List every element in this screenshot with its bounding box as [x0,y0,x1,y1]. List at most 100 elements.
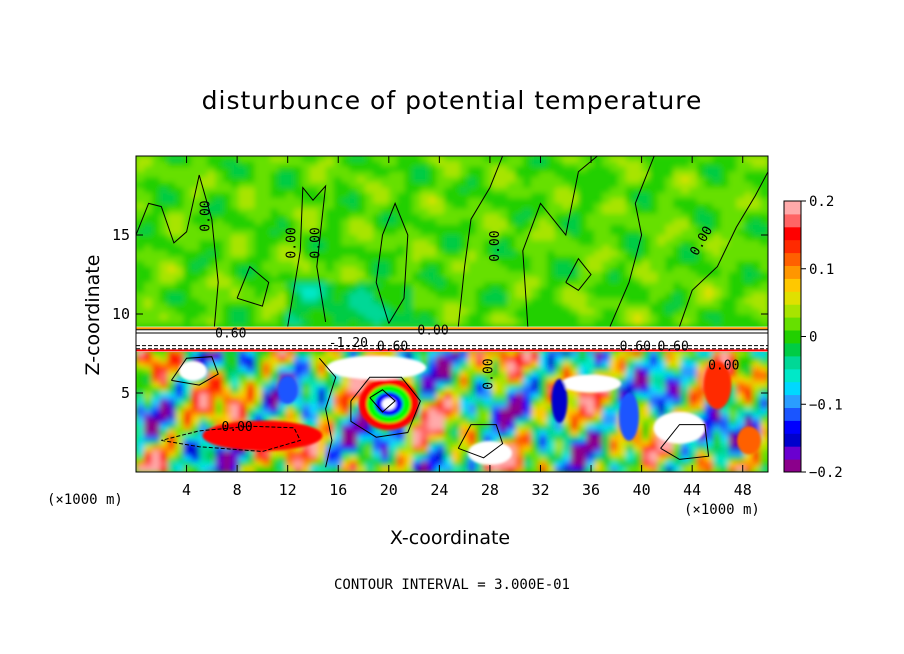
field-cell [475,303,485,310]
field-cell [191,456,200,463]
field-cell [254,461,263,468]
field-cell [736,271,745,278]
field-cell [349,440,358,447]
field-cell [380,461,390,468]
field-cell [373,219,382,226]
field-cell [594,440,603,447]
field-cell [365,282,374,289]
field-cell [704,287,714,294]
field-cell [412,429,421,436]
field-cell [151,277,161,283]
field-cell [546,298,556,305]
field-cell [262,256,271,262]
field-cell [625,161,635,168]
field-cell [349,213,358,220]
field-cell [262,266,271,273]
field-cell [262,182,271,189]
field-cell [704,171,714,178]
field-cell [562,271,572,278]
field-cell [191,235,200,241]
field-cell [649,445,658,452]
field-cell [610,277,619,283]
field-cell [523,419,532,426]
field-cell [333,429,342,436]
field-cell [459,377,469,384]
field-cell [602,235,611,241]
field-cell [175,461,184,468]
field-cell [373,456,382,463]
field-cell [294,456,303,463]
field-cell [507,282,516,289]
field-cell [325,319,335,326]
field-cell [499,419,508,426]
field-cell [475,182,485,189]
field-cell [452,424,461,431]
field-cell [159,314,169,320]
field-cell [270,414,279,420]
field-cell [744,303,753,310]
field-cell [641,350,651,357]
field-cell [744,177,753,183]
field-cell [586,240,595,247]
field-cell [270,256,279,262]
field-cell [760,371,768,378]
field-cell [207,350,216,357]
field-cell [167,456,177,463]
field-cell [562,424,572,431]
field-cell [230,256,240,262]
field-cell [499,182,508,189]
field-cell [278,213,287,220]
field-cell [467,235,477,241]
field-cell [317,203,327,210]
field-cell [349,424,358,431]
field-cell [515,429,524,436]
field-cell [641,424,651,431]
field-cell [191,213,200,220]
field-cell [396,461,406,468]
field-cell [689,161,698,168]
field-cell [689,208,698,215]
field-cell [712,282,722,289]
field-cell [649,429,658,436]
field-cell [744,282,753,289]
field-cell [286,303,295,310]
field-cell [286,229,295,236]
field-cell [499,256,508,262]
field-cell [760,314,768,320]
field-cell [388,256,398,262]
field-cell [301,177,311,183]
field-cell [183,156,192,162]
field-cell [673,282,682,289]
field-cell [617,229,627,236]
field-cell [301,261,311,268]
field-cell [238,198,248,204]
field-cell [633,303,643,310]
field-cell [278,171,287,178]
field-cell [301,445,311,452]
field-cell [459,303,469,310]
field-cell [467,271,477,278]
field-cell [523,466,532,472]
field-cell [396,466,406,472]
field-cell [444,245,453,252]
field-cell [712,187,722,194]
field-cell [475,319,485,326]
field-cell [452,203,461,210]
field-cell [531,319,540,326]
field-cell [428,356,437,362]
field-cell [246,171,256,178]
field-cell [167,308,177,315]
field-cell [728,235,737,241]
field-cell [586,245,595,252]
field-cell [396,303,406,310]
field-cell [309,271,319,278]
field-cell [167,361,177,368]
field-cell [191,240,200,247]
field-cell [704,319,714,326]
field-cell [365,208,374,215]
field-cell [625,319,635,326]
field-cell [515,303,524,310]
colorbar-tick-label: 0 [809,330,817,346]
colorbar-swatch [784,355,801,370]
field-cell [523,456,532,463]
